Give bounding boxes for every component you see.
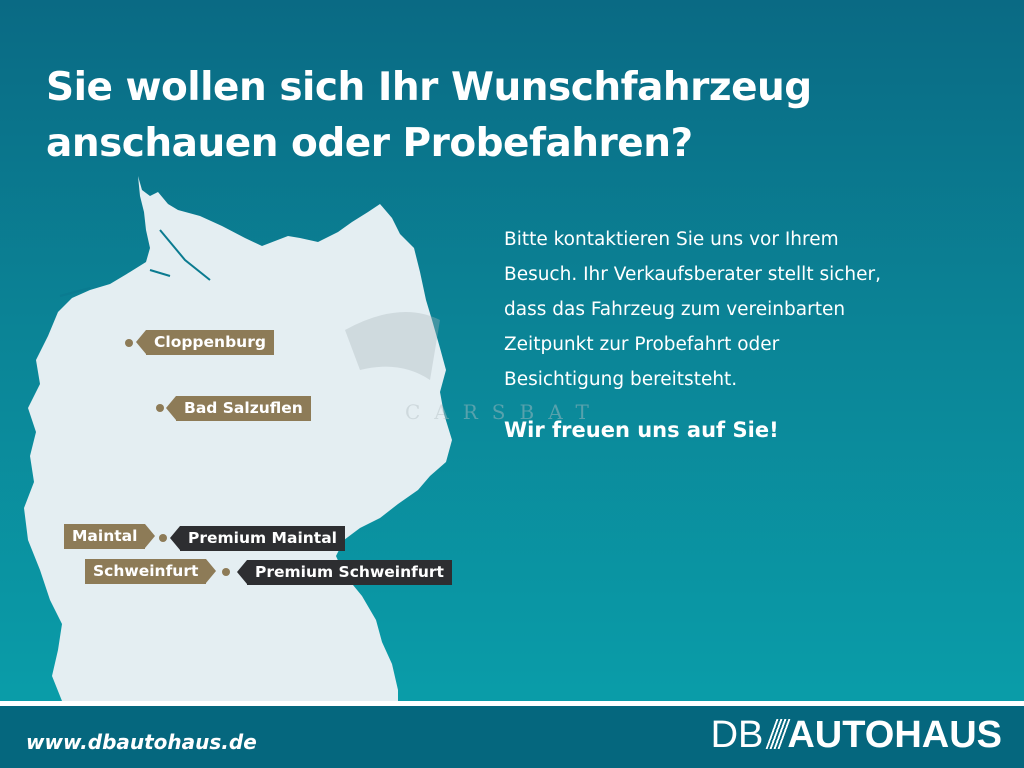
website-link[interactable]: www.dbautohaus.de xyxy=(26,730,257,754)
logo-main: AUTOHAUS xyxy=(787,714,1002,756)
germany-outline xyxy=(24,176,452,701)
body-line: Besichtigung bereitsteht. xyxy=(504,369,738,390)
location-label-maintal: Maintal xyxy=(64,524,156,549)
location-dot-maintal xyxy=(159,534,167,542)
location-label-premium-schweinfurt: Premium Schweinfurt xyxy=(237,560,452,585)
watermark-emblem xyxy=(345,312,440,380)
location-label-premium-maintal: Premium Maintal xyxy=(170,526,345,551)
location-label-bad-salzuflen: Bad Salzuflen xyxy=(166,396,311,421)
body-line: Zeitpunkt zur Probefahrt oder xyxy=(504,334,780,355)
headline: Sie wollen sich Ihr Wunschfahrzeug ansch… xyxy=(46,60,812,172)
headline-line-2: anschauen oder Probefahren? xyxy=(46,121,693,166)
body-line: Besuch. Ihr Verkaufsberater stellt siche… xyxy=(504,264,881,285)
footer-divider xyxy=(0,701,1024,706)
location-label-schweinfurt: Schweinfurt xyxy=(85,559,217,584)
body-line: dass das Fahrzeug zum vereinbarten xyxy=(504,299,846,320)
footer: www.dbautohaus.de DB AUTOHAUS xyxy=(0,706,1024,768)
closing-text: Wir freuen uns auf Sie! xyxy=(504,418,779,442)
body-line: Bitte kontaktieren Sie uns vor Ihrem xyxy=(504,229,839,250)
watermark: CARSBAT xyxy=(405,400,603,424)
location-dot-bad-salzuflen xyxy=(156,404,164,412)
db-autohaus-logo: DB AUTOHAUS xyxy=(711,714,1002,757)
body-text: Bitte kontaktieren Sie uns vor Ihrem Bes… xyxy=(504,222,964,397)
location-label-cloppenburg: Cloppenburg xyxy=(136,330,274,355)
location-dot-schweinfurt xyxy=(222,568,230,576)
coast-detail xyxy=(59,229,211,297)
logo-prefix: DB xyxy=(710,714,764,756)
location-dot-cloppenburg xyxy=(125,339,133,347)
headline-line-1: Sie wollen sich Ihr Wunschfahrzeug xyxy=(46,65,812,110)
